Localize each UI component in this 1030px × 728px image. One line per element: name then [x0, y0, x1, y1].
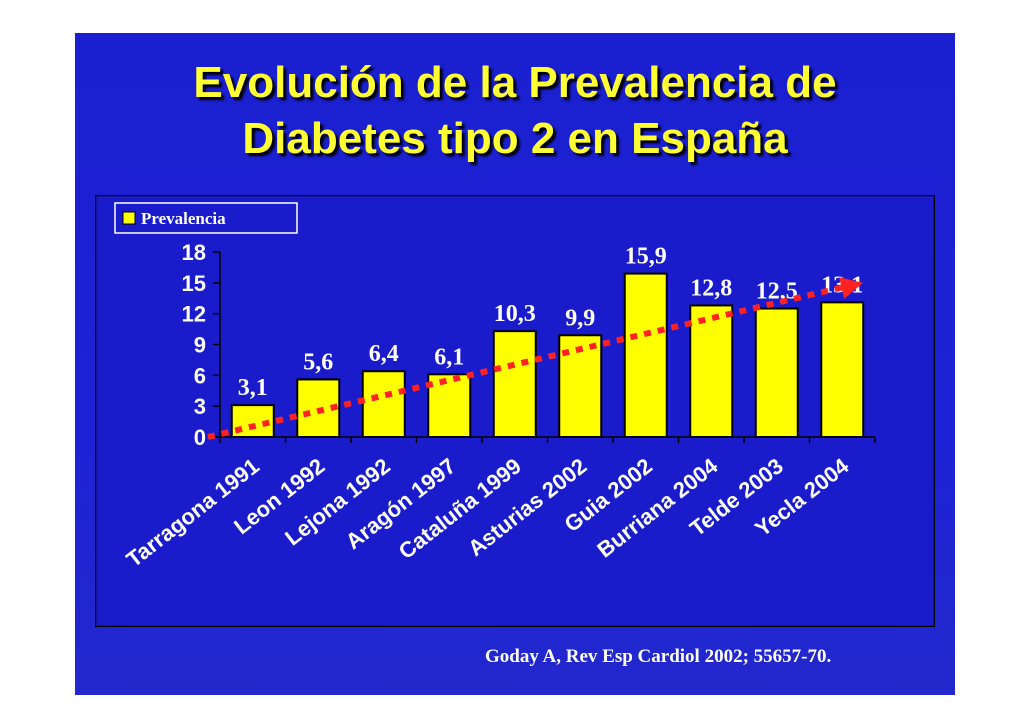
y-tick-label: 9	[194, 333, 206, 358]
legend-label: Prevalencia	[141, 209, 226, 228]
bar-data-label: 6,1	[434, 344, 464, 370]
bar-data-label: 12,8	[690, 275, 732, 301]
chart-container: Prevalencia 0 3 6 9 12 15 18 3,1 Tarragona 1991 5,…	[95, 195, 935, 627]
bar-data-label: 10,3	[494, 301, 536, 327]
trend-arrow-head	[839, 277, 863, 299]
bar	[623, 272, 668, 439]
bar-data-label: 9,9	[565, 305, 595, 331]
bar-data-label: 6,4	[369, 341, 399, 367]
title-line-2: Diabetes tipo 2 en España	[242, 114, 788, 163]
y-tick-label: 3	[194, 394, 206, 419]
bar-data-label: 5,6	[303, 349, 333, 375]
bar-data-label: 15,9	[625, 244, 667, 270]
bar	[754, 307, 799, 439]
trend-arrow-line	[207, 281, 854, 440]
bar	[361, 370, 406, 439]
slide: Evolución de la Prevalencia de Diabetes …	[75, 33, 955, 695]
legend-swatch	[122, 211, 136, 225]
citation: Goday A, Rev Esp Cardiol 2002; 55657-70.	[485, 646, 832, 667]
legend-box	[114, 202, 298, 234]
y-tick-label: 6	[194, 363, 206, 388]
bar	[689, 304, 734, 438]
y-tick-label: 15	[182, 271, 206, 296]
bar-data-label: 12,5	[756, 279, 798, 305]
bar	[820, 301, 865, 438]
slide-title: Evolución de la Prevalencia de Diabetes …	[75, 55, 955, 167]
y-tick-label: 12	[182, 302, 206, 327]
bar-data-label: 3,1	[238, 375, 268, 401]
y-tick-label: 18	[182, 240, 206, 265]
title-line-1: Evolución de la Prevalencia de	[193, 58, 837, 107]
bar	[427, 373, 472, 438]
bar	[492, 330, 537, 438]
y-tick-label: 0	[194, 425, 206, 450]
